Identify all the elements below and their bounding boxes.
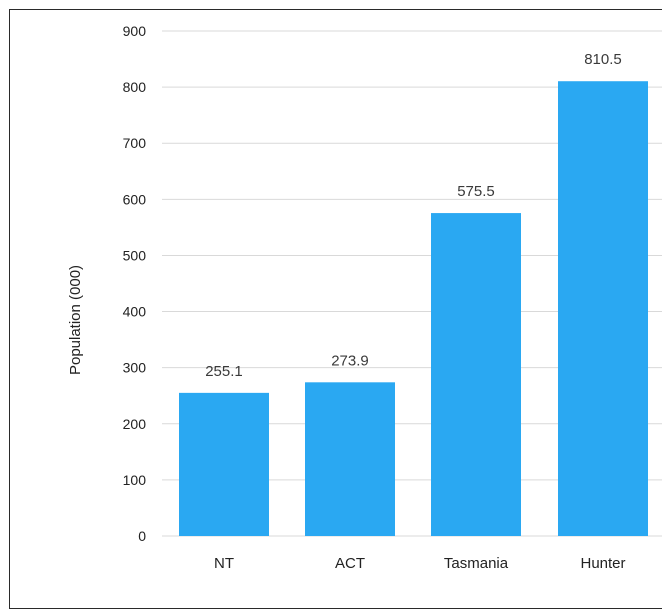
- x-tick-label-hunter: Hunter: [580, 555, 625, 572]
- data-label-nt: 255.1: [205, 363, 243, 380]
- bar-nt: [179, 392, 269, 536]
- y-tick-label: 500: [123, 247, 147, 263]
- y-tick-label: 900: [123, 23, 147, 39]
- y-tick-label: 200: [123, 416, 147, 432]
- y-tick-label: 800: [123, 79, 147, 95]
- data-labels: 255.1 273.9 575.5 810.5: [205, 51, 622, 380]
- y-axis-ticks: 0 100 200 300 400 500 600 700 800 900: [123, 23, 147, 544]
- data-label-tasmania: 575.5: [457, 183, 495, 200]
- y-tick-label: 700: [123, 135, 147, 151]
- y-tick-label: 100: [123, 472, 147, 488]
- y-tick-label: 400: [123, 304, 147, 320]
- bar-act: [305, 382, 395, 536]
- x-axis-labels: NT ACT Tasmania Hunter: [214, 555, 626, 572]
- bar-hunter: [558, 81, 648, 536]
- y-tick-label: 300: [123, 360, 147, 376]
- y-axis-title: Population (000): [67, 265, 84, 375]
- bar-chart: 0 100 200 300 400 500 600 700 800 900 255.1 273.9 5…: [67, 23, 662, 572]
- bar-tasmania: [431, 213, 521, 536]
- y-tick-label: 600: [123, 191, 147, 207]
- data-label-hunter: 810.5: [584, 51, 622, 68]
- y-tick-label: 0: [138, 528, 146, 544]
- x-tick-label-tasmania: Tasmania: [444, 555, 509, 572]
- data-label-act: 273.9: [331, 352, 369, 369]
- bars: [179, 81, 648, 536]
- x-tick-label-act: ACT: [335, 555, 365, 572]
- x-tick-label-nt: NT: [214, 555, 234, 572]
